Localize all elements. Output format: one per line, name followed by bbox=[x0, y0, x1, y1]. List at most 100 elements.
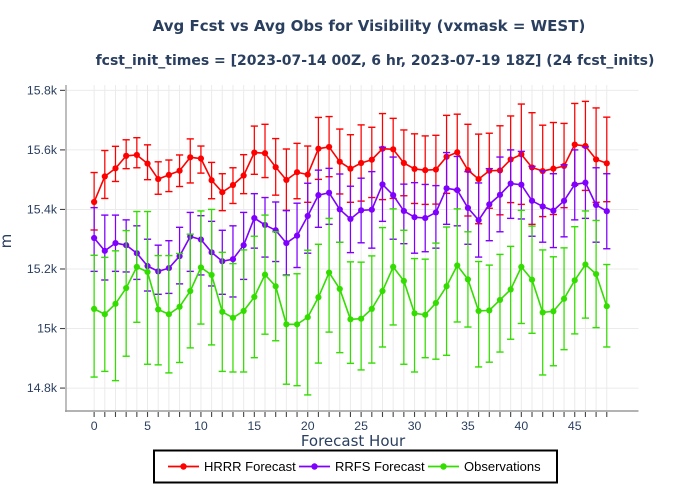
data-point-marker bbox=[560, 197, 568, 204]
data-point-marker bbox=[347, 215, 354, 223]
error-bar bbox=[122, 229, 130, 357]
error-bar bbox=[400, 229, 408, 365]
series-layer bbox=[90, 100, 611, 396]
data-point-marker bbox=[400, 159, 407, 167]
data-point-marker bbox=[91, 198, 98, 206]
data-point-marker bbox=[144, 268, 151, 276]
data-point-marker bbox=[486, 201, 493, 208]
x-tick-label: 15 bbox=[247, 419, 261, 433]
data-point-marker bbox=[101, 173, 108, 180]
data-point-marker bbox=[390, 146, 397, 153]
data-point-marker bbox=[112, 239, 119, 247]
data-point-marker bbox=[229, 256, 237, 263]
data-point-marker bbox=[486, 307, 493, 314]
data-point-marker bbox=[560, 295, 568, 302]
error-bar bbox=[143, 210, 152, 365]
data-point-marker bbox=[400, 207, 407, 215]
data-point-marker bbox=[422, 311, 429, 318]
data-point-marker bbox=[304, 212, 311, 220]
error-bar bbox=[421, 258, 429, 359]
data-point-marker bbox=[550, 207, 557, 214]
data-point-marker bbox=[123, 284, 130, 292]
data-point-marker bbox=[432, 209, 439, 216]
data-point-marker bbox=[133, 263, 140, 271]
data-point-marker bbox=[390, 263, 397, 271]
data-point-marker bbox=[325, 143, 333, 151]
data-point-marker bbox=[411, 165, 418, 173]
data-point-marker bbox=[283, 321, 290, 328]
error-bar bbox=[293, 273, 301, 387]
error-bar bbox=[485, 264, 493, 363]
error-bar bbox=[507, 245, 515, 340]
x-tick-label: 45 bbox=[568, 419, 582, 433]
legend-item-observations[interactable]: Observations bbox=[428, 459, 541, 474]
data-point-marker bbox=[187, 154, 194, 161]
data-point-marker bbox=[368, 156, 375, 163]
legend-box bbox=[153, 449, 558, 484]
data-point-marker bbox=[315, 294, 322, 301]
data-point-marker bbox=[550, 308, 557, 315]
data-point-marker bbox=[219, 189, 226, 196]
data-point-marker bbox=[358, 315, 365, 322]
data-point-marker bbox=[240, 172, 247, 179]
data-point-marker bbox=[91, 305, 98, 312]
x-tick-label: 40 bbox=[514, 419, 528, 433]
data-point-marker bbox=[379, 287, 386, 295]
legend-item-hrrr-forecast[interactable]: HRRR Forecast bbox=[168, 459, 296, 474]
data-point-marker bbox=[133, 151, 140, 159]
data-point-marker bbox=[197, 155, 205, 162]
data-point-marker bbox=[304, 171, 311, 178]
data-point-marker bbox=[315, 192, 322, 199]
data-point-marker bbox=[592, 270, 600, 278]
data-point-marker bbox=[251, 293, 258, 301]
data-point-marker bbox=[422, 167, 429, 174]
data-point-marker bbox=[518, 263, 525, 271]
data-point-marker bbox=[347, 165, 354, 172]
data-point-marker bbox=[272, 164, 279, 171]
data-point-marker bbox=[358, 207, 365, 214]
error-bar bbox=[378, 226, 387, 348]
error-bar bbox=[346, 261, 355, 365]
error-bar bbox=[336, 241, 344, 354]
x-tick-label: 35 bbox=[461, 419, 475, 433]
data-point-marker bbox=[454, 262, 461, 269]
error-bar bbox=[111, 145, 120, 183]
data-point-marker bbox=[347, 316, 354, 323]
data-point-marker bbox=[293, 321, 301, 328]
data-point-marker bbox=[325, 189, 333, 196]
data-point-marker bbox=[571, 277, 578, 284]
error-bar bbox=[314, 243, 323, 364]
data-point-marker bbox=[582, 261, 589, 268]
chart-subtitle: fcst_init_times = [2023-07-14 00Z, 6 hr,… bbox=[96, 53, 655, 69]
series-observations bbox=[90, 208, 611, 396]
data-point-marker bbox=[229, 181, 237, 189]
data-point-marker bbox=[240, 307, 247, 315]
x-tick-label: 25 bbox=[354, 419, 368, 433]
legend-marker-dot bbox=[311, 463, 318, 470]
legend-item-rrfs-forecast[interactable]: RRFS Forecast bbox=[299, 459, 425, 474]
data-point-marker bbox=[550, 165, 557, 172]
data-point-marker bbox=[368, 305, 375, 312]
data-point-marker bbox=[507, 286, 514, 293]
data-point-marker bbox=[197, 264, 205, 271]
data-point-marker bbox=[400, 277, 407, 284]
data-point-marker bbox=[592, 156, 600, 163]
data-point-marker bbox=[293, 169, 301, 176]
data-point-marker bbox=[101, 247, 108, 254]
data-point-marker bbox=[603, 303, 610, 310]
data-point-marker bbox=[475, 217, 482, 224]
data-point-marker bbox=[251, 149, 258, 156]
data-point-marker bbox=[475, 307, 482, 315]
data-point-marker bbox=[592, 201, 600, 209]
data-point-marker bbox=[176, 167, 183, 174]
data-point-marker bbox=[443, 185, 450, 192]
data-point-marker bbox=[464, 276, 472, 283]
data-point-marker bbox=[528, 197, 536, 204]
error-bar bbox=[314, 169, 323, 229]
data-point-marker bbox=[155, 175, 162, 183]
data-point-marker bbox=[496, 296, 504, 304]
data-point-marker bbox=[336, 285, 343, 293]
error-bar bbox=[442, 226, 451, 357]
data-point-marker bbox=[144, 160, 151, 167]
data-point-marker bbox=[176, 303, 183, 310]
